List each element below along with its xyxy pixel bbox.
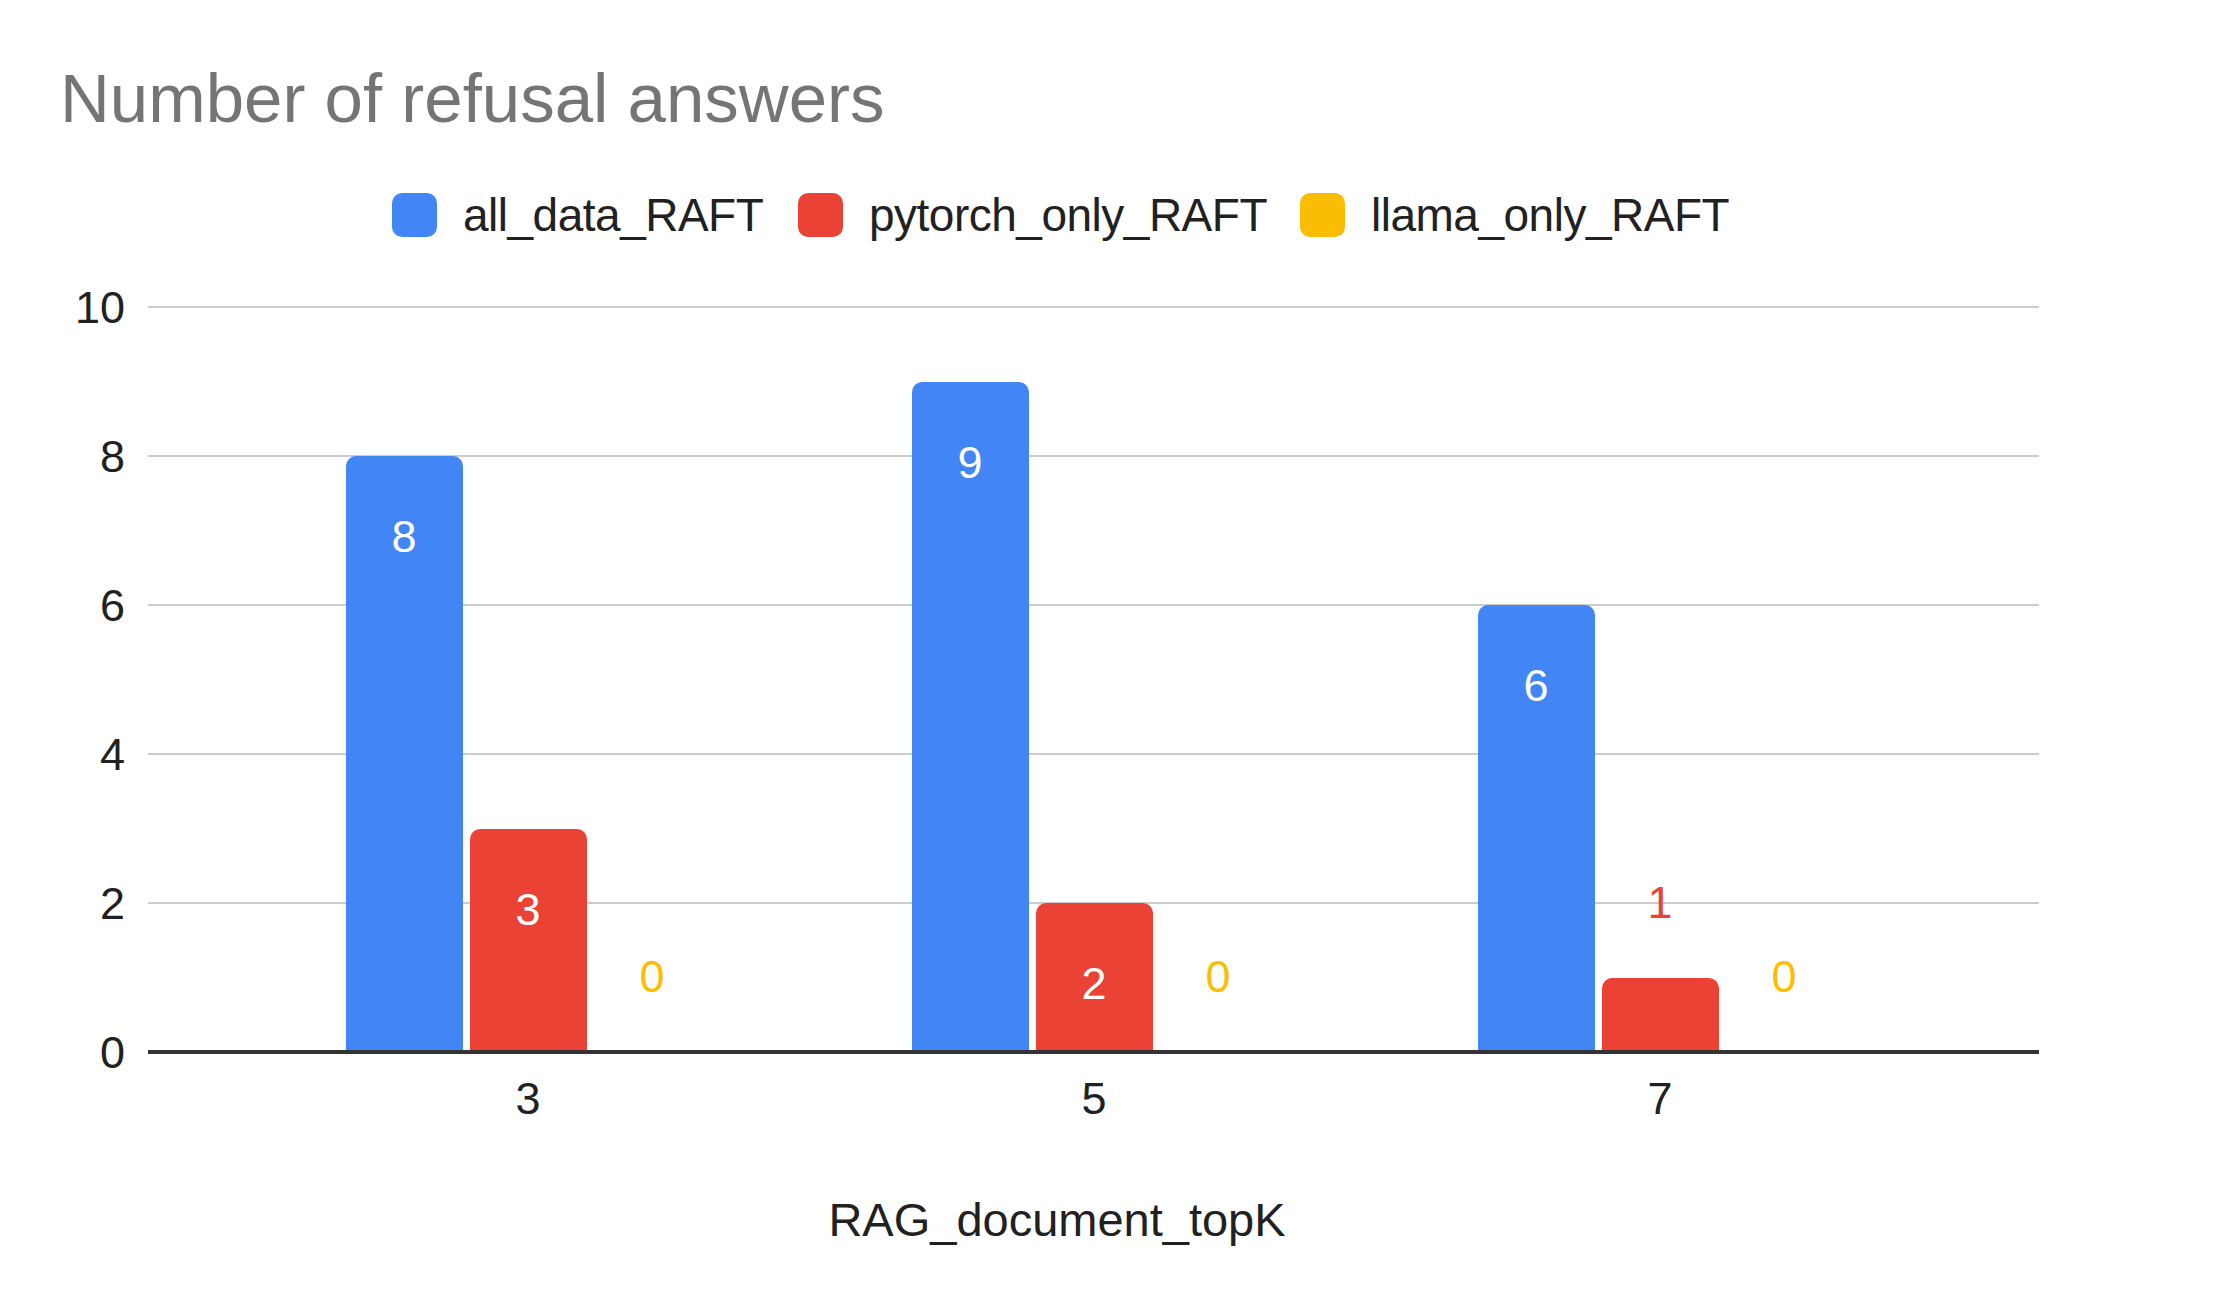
y-tick-label: 8 <box>20 434 125 479</box>
bar-pytorch_only_RAFT-7[interactable] <box>1602 978 1719 1053</box>
y-tick-label: 0 <box>20 1030 125 1075</box>
legend-swatch <box>392 193 437 237</box>
legend-item-all_data_RAFT[interactable]: all_data_RAFT <box>392 193 763 237</box>
x-category-label: 3 <box>428 1076 628 1121</box>
y-tick-label: 6 <box>20 583 125 628</box>
data-label: 0 <box>1138 954 1298 999</box>
legend-label: all_data_RAFT <box>463 192 763 238</box>
bar-pytorch_only_RAFT-3[interactable] <box>470 829 587 1053</box>
y-tick-label: 2 <box>20 881 125 926</box>
legend-item-llama_only_RAFT[interactable]: llama_only_RAFT <box>1300 193 1729 237</box>
y-tick-label: 4 <box>20 732 125 777</box>
legend-swatch <box>798 193 843 237</box>
x-axis-line <box>148 1050 2039 1054</box>
data-label: 9 <box>890 440 1050 485</box>
x-category-label: 5 <box>994 1076 1194 1121</box>
data-label: 1 <box>1580 880 1740 925</box>
x-axis-title: RAG_document_topK <box>0 1196 2114 1243</box>
data-label: 8 <box>324 514 484 559</box>
legend-label: pytorch_only_RAFT <box>869 192 1267 238</box>
legend-label: llama_only_RAFT <box>1371 192 1729 238</box>
data-label: 6 <box>1456 663 1616 708</box>
data-label: 3 <box>448 887 608 932</box>
y-tick-label: 10 <box>20 285 125 330</box>
legend-swatch <box>1300 193 1345 237</box>
bar-chart: Number of refusal answers all_data_RAFT p… <box>0 0 2228 1290</box>
chart-title: Number of refusal answers <box>60 64 885 133</box>
legend-item-pytorch_only_RAFT[interactable]: pytorch_only_RAFT <box>798 193 1267 237</box>
data-label: 0 <box>1704 954 1864 999</box>
data-label: 0 <box>572 954 732 999</box>
gridline-10 <box>148 306 2039 308</box>
x-category-label: 7 <box>1560 1076 1760 1121</box>
